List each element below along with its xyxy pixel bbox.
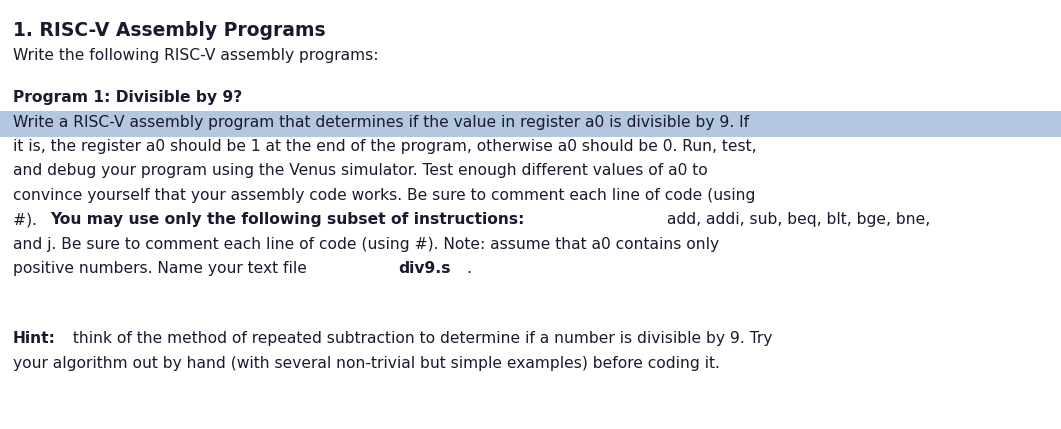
Text: Program 1: Divisible by 9?: Program 1: Divisible by 9? (13, 90, 242, 105)
Text: You may use only the following subset of instructions:: You may use only the following subset of… (50, 212, 524, 227)
Text: add, addi, sub, beq, blt, bge, bne,: add, addi, sub, beq, blt, bge, bne, (662, 212, 930, 227)
Text: and debug your program using the Venus simulator. Test enough different values o: and debug your program using the Venus s… (13, 163, 708, 178)
Text: it is, the register a0 should be 1 at the end of the program, otherwise a0 shoul: it is, the register a0 should be 1 at th… (13, 139, 756, 154)
Text: your algorithm out by hand (with several non-trivial but simple examples) before: your algorithm out by hand (with several… (13, 356, 719, 371)
Text: and j. Be sure to comment each line of code (using #). Note: assume that a0 cont: and j. Be sure to comment each line of c… (13, 237, 719, 252)
Text: div9.s: div9.s (398, 261, 451, 276)
Text: think of the method of repeated subtraction to determine if a number is divisibl: think of the method of repeated subtract… (68, 331, 772, 346)
Text: #).: #). (13, 212, 41, 227)
Text: Write the following RISC-V assembly programs:: Write the following RISC-V assembly prog… (13, 48, 378, 63)
Text: 1. RISC-V Assembly Programs: 1. RISC-V Assembly Programs (13, 21, 326, 40)
Text: Hint:: Hint: (13, 331, 55, 346)
Text: convince yourself that your assembly code works. Be sure to comment each line of: convince yourself that your assembly cod… (13, 188, 755, 203)
Text: .: . (466, 261, 471, 276)
Text: Write a RISC-V assembly program that determines if the value in register a0 is d: Write a RISC-V assembly program that det… (13, 115, 749, 130)
Bar (0, 111, 1061, 137)
Text: positive numbers. Name your text file: positive numbers. Name your text file (13, 261, 312, 276)
